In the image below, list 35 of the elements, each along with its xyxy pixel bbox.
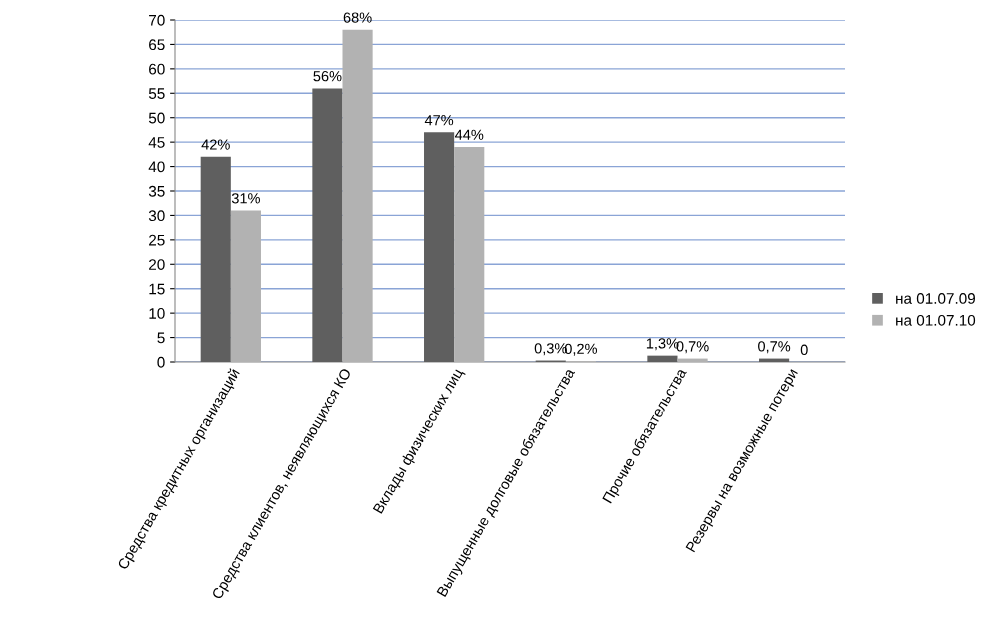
- data-label: 47%: [424, 115, 454, 126]
- y-tick-label: 45: [148, 137, 165, 148]
- bar: [342, 29, 373, 362]
- data-label: 56%: [313, 71, 342, 82]
- y-tick-label: 10: [149, 308, 165, 319]
- y-tick-label: 70: [149, 14, 165, 26]
- data-label: 0,7%: [758, 341, 791, 354]
- data-label: 44%: [454, 129, 484, 140]
- y-tick-label: 35: [148, 185, 165, 197]
- y-tick-label: 50: [148, 112, 165, 124]
- y-tick-label: 0: [157, 356, 165, 368]
- y-tick-label: 20: [149, 259, 165, 270]
- y-tick-label: 15: [149, 283, 165, 295]
- bar: [454, 147, 485, 362]
- legend-label: на 01.07.10: [896, 314, 976, 326]
- y-tick-label: 30: [148, 210, 165, 222]
- y-tick-label: 65: [149, 39, 165, 51]
- data-label: 0: [800, 344, 808, 355]
- bar: [230, 210, 261, 362]
- bar: [312, 88, 343, 362]
- y-tick-label: 40: [148, 161, 165, 173]
- y-tick-label: 55: [148, 88, 165, 99]
- bar: [677, 358, 708, 362]
- bar: [647, 355, 678, 362]
- data-label: 68%: [343, 12, 372, 23]
- bar: [424, 132, 455, 362]
- data-label: 0,2%: [564, 343, 598, 356]
- y-tick-label: 25: [149, 234, 165, 246]
- y-tick-label: 60: [149, 63, 165, 75]
- data-label: 0,3%: [534, 343, 567, 356]
- bar: [200, 156, 231, 362]
- data-label: 31%: [231, 193, 260, 204]
- data-label: 42%: [201, 139, 230, 150]
- y-tick-label: 5: [157, 332, 165, 344]
- legend-label: на 01.07.09: [896, 293, 975, 304]
